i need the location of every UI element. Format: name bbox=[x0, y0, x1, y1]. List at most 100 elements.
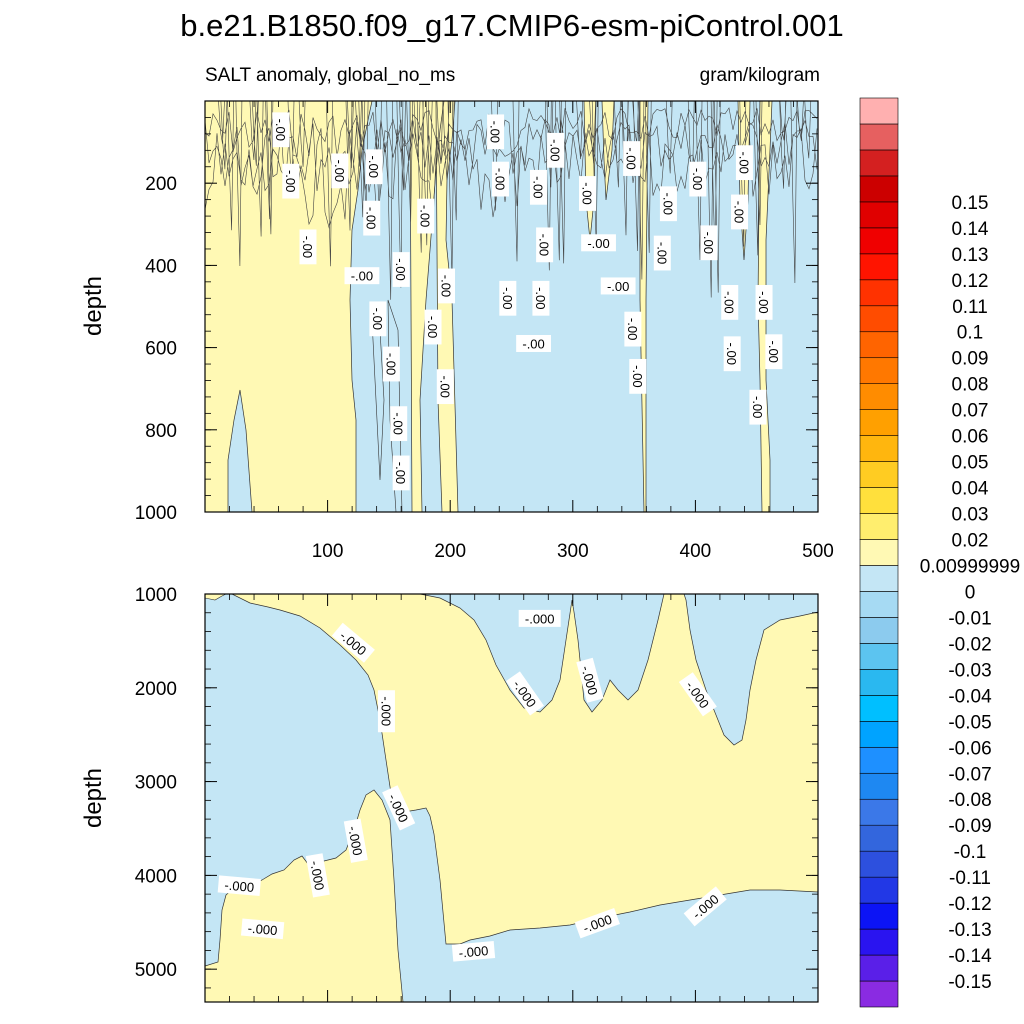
colorbar bbox=[859, 97, 899, 1008]
contour-label-text: -.00 bbox=[537, 234, 552, 256]
colorbar-label: -0.08 bbox=[948, 790, 991, 811]
colorbar-cell bbox=[859, 539, 899, 566]
contour-label-box bbox=[438, 268, 456, 304]
contour-label-text: -.00 bbox=[548, 139, 563, 161]
contour-label-box bbox=[343, 818, 368, 863]
contour-label-box bbox=[436, 369, 454, 405]
contour-label: -.00 bbox=[547, 132, 565, 168]
colorbar-cell bbox=[859, 746, 899, 774]
contour-label: -.00 bbox=[755, 284, 773, 320]
colorbar-cell bbox=[859, 824, 899, 852]
contour-label-box bbox=[624, 311, 642, 347]
contour-label: -.00 bbox=[721, 284, 739, 320]
contour-label: -.000 bbox=[377, 690, 395, 733]
colorbar-cell bbox=[859, 850, 899, 878]
colorbar-cell bbox=[859, 798, 899, 826]
contour-label-box bbox=[765, 334, 783, 370]
colorbar-cell bbox=[859, 487, 899, 514]
contour-label-text: -.000 bbox=[307, 860, 327, 892]
contour-label: -.000 bbox=[331, 622, 375, 663]
colorbar-label: -0.05 bbox=[948, 712, 991, 733]
contour-label-box bbox=[331, 622, 375, 663]
colorbar-cell bbox=[859, 123, 899, 151]
y-tick-label: 800 bbox=[145, 421, 177, 442]
contour-label: -.000 bbox=[217, 875, 261, 896]
contour-label-text: -.00 bbox=[587, 236, 609, 251]
colorbar-label: -0.01 bbox=[948, 608, 991, 629]
x-tick-label: 500 bbox=[802, 541, 834, 562]
contour-label-text: -.00 bbox=[654, 242, 669, 264]
colorbar-cell bbox=[859, 617, 899, 644]
colorbar-label: 0.06 bbox=[952, 427, 989, 448]
contour-label-box bbox=[491, 161, 509, 197]
contour-label: -.00 bbox=[600, 277, 636, 295]
contour-label-box bbox=[272, 112, 290, 148]
contour-label-text: -.00 bbox=[351, 269, 373, 284]
contour-label-box bbox=[659, 186, 677, 222]
contour-label-box bbox=[723, 336, 741, 372]
colorbar-label: -0.06 bbox=[948, 738, 991, 759]
contour-label: -.00 bbox=[344, 267, 380, 285]
y-tick-label: 1000 bbox=[135, 585, 177, 606]
colorbar-cell bbox=[859, 435, 899, 462]
colorbar-labels: -0.15 -0.14 -0.13 -0.12 -0.11 -0.1 -0.09 -0.08 -… bbox=[920, 193, 1020, 993]
contour-label: -.000 bbox=[305, 853, 330, 898]
colorbar-cell bbox=[859, 305, 899, 333]
contour-label: -.00 bbox=[390, 406, 408, 442]
contour-label-box bbox=[369, 301, 387, 337]
y-tick-label: 600 bbox=[145, 339, 177, 360]
contour-label: -.00 bbox=[581, 234, 616, 252]
colorbar-cell bbox=[859, 357, 899, 384]
contour-label-box bbox=[390, 406, 408, 442]
contour-label-text: -.00 bbox=[437, 375, 452, 397]
contour-label-box bbox=[700, 225, 718, 261]
contour-label-box bbox=[731, 194, 749, 230]
contour-label: -.00 bbox=[369, 301, 387, 337]
contour-label-box bbox=[499, 280, 517, 316]
x-tick-label: 200 bbox=[434, 541, 466, 562]
colorbar-cell bbox=[859, 928, 899, 956]
contour-label-text: -.00 bbox=[530, 176, 545, 198]
contour-label-box bbox=[755, 284, 773, 320]
contour-label-box bbox=[363, 200, 381, 236]
contour-label-text: -.00 bbox=[624, 147, 639, 169]
contour-label-box bbox=[574, 908, 620, 939]
colorbar-cell bbox=[859, 253, 899, 281]
colorbar-cell bbox=[859, 643, 899, 670]
colorbar-cell bbox=[859, 149, 899, 177]
contour-label: -.00 bbox=[532, 280, 550, 316]
colorbar-label: -0.12 bbox=[948, 894, 991, 915]
contour-label-text: -.00 bbox=[383, 353, 398, 375]
contour-label-box bbox=[365, 149, 383, 185]
contour-label-text: -.000 bbox=[345, 825, 365, 857]
contour-label-box bbox=[305, 853, 330, 898]
colorbar-label: -0.02 bbox=[948, 634, 991, 655]
contour-label-text: -.000 bbox=[458, 943, 489, 961]
upper-positive-region bbox=[205, 101, 773, 512]
contour-label-box bbox=[451, 941, 496, 962]
contour-label: -.00 bbox=[723, 336, 741, 372]
contour-label-text: -.000 bbox=[378, 696, 393, 726]
y-tick-label: 400 bbox=[145, 256, 177, 277]
contour-label-box bbox=[683, 886, 727, 927]
right-string: gram/kilogram bbox=[700, 65, 820, 86]
colorbar-cell bbox=[859, 669, 899, 696]
colorbar-label: -0.1 bbox=[954, 842, 987, 863]
contour-label-text: -.00 bbox=[283, 170, 298, 192]
contour-label-text: -.00 bbox=[370, 308, 385, 330]
contour-label-text: -.000 bbox=[224, 877, 255, 895]
contour-label: -.00 bbox=[689, 161, 707, 197]
contour-label-text: -.00 bbox=[736, 151, 751, 173]
colorbar-label: 0.02 bbox=[952, 531, 989, 552]
upper-ylabel: depth bbox=[80, 276, 107, 336]
contour-label-text: -.00 bbox=[750, 396, 765, 418]
contour-label-box bbox=[516, 334, 551, 352]
contour-label: -.00 bbox=[700, 225, 718, 261]
contour-label-text: -.00 bbox=[630, 365, 645, 387]
contour-label-box bbox=[529, 169, 547, 205]
contour-label-box bbox=[623, 141, 641, 176]
colorbar-label: 0.03 bbox=[952, 505, 989, 526]
colorbar-cell bbox=[859, 409, 899, 436]
contour-label: -.00 bbox=[765, 334, 783, 370]
